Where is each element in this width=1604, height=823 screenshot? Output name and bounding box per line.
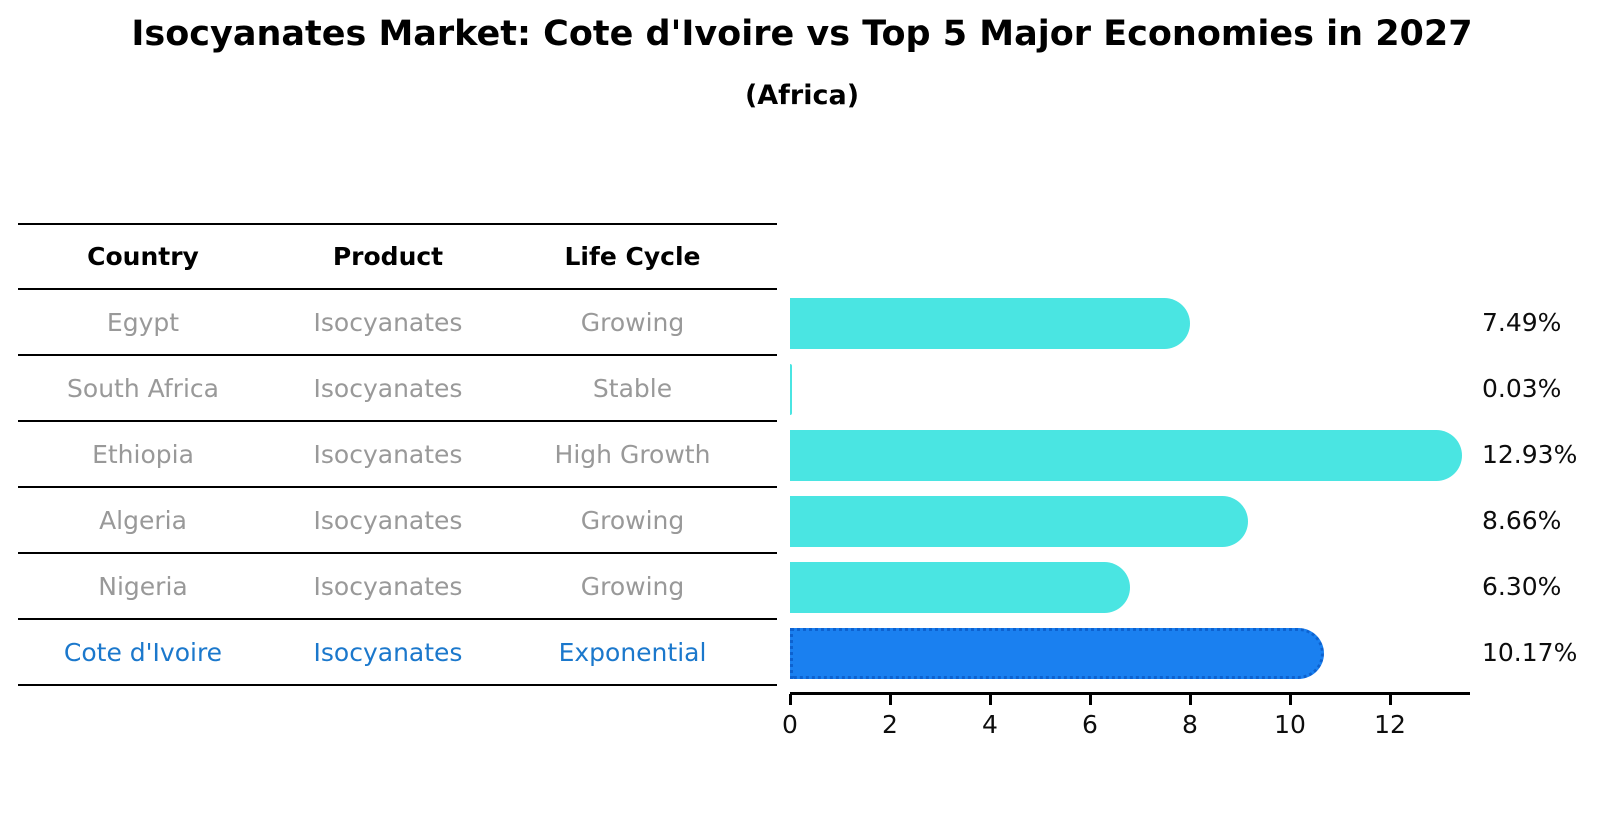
cell-life-cycle: Exponential [558,637,707,667]
x-tick-label-2: 2 [882,710,898,739]
cell-life-cycle: High Growth [554,439,711,469]
table-row-nigeria: Nigeria Isocyanates Growing [18,554,777,620]
x-tick-label-4: 4 [982,710,998,739]
value-label-ethiopia: 12.93% [1482,440,1578,469]
x-tick-label-10: 10 [1274,710,1306,739]
x-tick-mark-12 [1388,694,1392,705]
bar-nigeria [790,561,1130,613]
table-header-row: Country Product Life Cycle [18,223,777,290]
bar-algeria [790,495,1248,547]
x-tick-label-6: 6 [1082,710,1098,739]
cell-country: Egypt [106,307,180,337]
cell-life-cycle: Growing [580,505,685,535]
value-label-nigeria: 6.30% [1482,572,1562,601]
cell-product: Isocyanates [313,373,463,403]
column-header-country: Country [87,242,199,271]
column-header-life-cycle: Life Cycle [564,242,701,271]
cell-life-cycle: Stable [592,373,673,403]
bar-south-africa [790,363,792,415]
x-tick-mark-6 [1088,694,1092,705]
cell-country: Ethiopia [92,439,194,469]
cell-country: Algeria [99,505,187,535]
bar-ethiopia [790,429,1462,481]
value-label-cote-d-ivoire: 10.17% [1482,638,1578,667]
value-label-egypt: 7.49% [1482,308,1562,337]
bar-cote-d-ivoire [790,627,1324,679]
country-table: Country Product Life Cycle Egypt Isocyana… [18,223,777,686]
value-label-algeria: 8.66% [1482,506,1562,535]
x-axis-line [790,692,1470,695]
x-tick-mark-0 [788,694,792,705]
cell-product: Isocyanates [313,505,463,535]
column-header-product: Product [332,242,444,271]
cell-product: Isocyanates [313,637,463,667]
table-row-ethiopia: Ethiopia Isocyanates High Growth [18,422,777,488]
chart-title: Isocyanates Market: Cote d'Ivoire vs Top… [131,14,1473,54]
x-tick-label-8: 8 [1182,710,1198,739]
cell-life-cycle: Growing [580,307,685,337]
x-tick-mark-2 [888,694,892,705]
x-tick-label-0: 0 [782,710,798,739]
table-row-algeria: Algeria Isocyanates Growing [18,488,777,554]
x-tick-mark-4 [988,694,992,705]
table-row-south-africa: South Africa Isocyanates Stable [18,356,777,422]
x-tick-mark-8 [1188,694,1192,705]
x-tick-label-12: 12 [1374,710,1406,739]
cell-country: Nigeria [98,571,188,601]
x-tick-mark-10 [1288,694,1292,705]
cell-product: Isocyanates [313,571,463,601]
table-body: Egypt Isocyanates Growing South Africa Isocy… [18,290,777,686]
cell-life-cycle: Growing [580,571,685,601]
value-label-south-africa: 0.03% [1482,374,1562,403]
cell-product: Isocyanates [313,439,463,469]
cell-product: Isocyanates [313,307,463,337]
cell-country: Cote d'Ivoire [63,637,223,667]
table-row-cote-d-ivoire: Cote d'Ivoire Isocyanates Exponential [18,620,777,686]
bar-egypt [790,297,1190,349]
table-row-egypt: Egypt Isocyanates Growing [18,290,777,356]
cell-country: South Africa [67,373,219,403]
chart-subtitle: (Africa) [744,80,860,111]
